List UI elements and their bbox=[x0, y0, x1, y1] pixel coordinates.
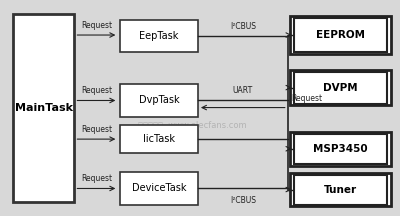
Bar bbox=[294, 175, 387, 205]
Bar bbox=[13, 14, 74, 202]
Text: Tuner: Tuner bbox=[324, 184, 357, 195]
Bar bbox=[294, 71, 387, 104]
Text: I²CBUS: I²CBUS bbox=[230, 196, 256, 205]
Bar bbox=[294, 18, 387, 52]
Bar bbox=[290, 16, 390, 54]
Text: EEPROM: EEPROM bbox=[316, 30, 365, 40]
Text: MainTask: MainTask bbox=[14, 103, 72, 113]
Text: Request: Request bbox=[81, 86, 112, 95]
Bar bbox=[120, 125, 198, 153]
Text: Request: Request bbox=[292, 94, 323, 103]
Bar bbox=[120, 84, 198, 117]
Text: I²CBUS: I²CBUS bbox=[230, 22, 256, 31]
Text: Request: Request bbox=[81, 174, 112, 183]
Text: Request: Request bbox=[81, 125, 112, 134]
Bar bbox=[290, 132, 390, 165]
Bar bbox=[120, 172, 198, 205]
Bar bbox=[290, 70, 390, 105]
Text: MSP3450: MSP3450 bbox=[313, 144, 368, 154]
Text: 电子发烧网  www.elecfans.com: 电子发烧网 www.elecfans.com bbox=[138, 121, 246, 130]
Text: Request: Request bbox=[81, 21, 112, 30]
Bar bbox=[294, 134, 387, 164]
Bar bbox=[290, 173, 390, 206]
Text: DvpTask: DvpTask bbox=[139, 95, 180, 105]
Bar bbox=[120, 20, 198, 52]
Text: EepTask: EepTask bbox=[140, 31, 179, 41]
Text: DeviceTask: DeviceTask bbox=[132, 183, 186, 194]
Text: IicTask: IicTask bbox=[143, 134, 175, 144]
Text: UART: UART bbox=[233, 86, 253, 95]
Text: DVPM: DVPM bbox=[323, 83, 358, 93]
